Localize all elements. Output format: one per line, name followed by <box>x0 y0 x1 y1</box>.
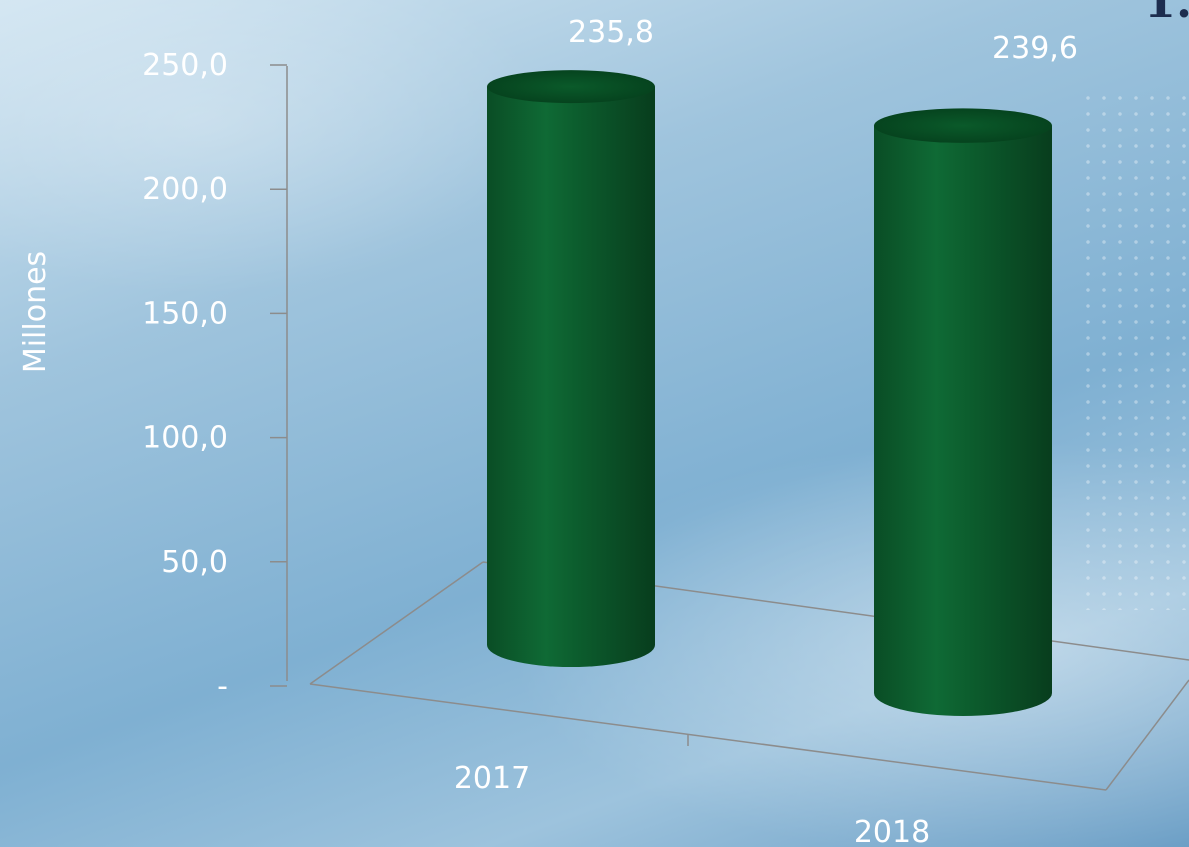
y-axis-ticks: - 50,0 100,0 150,0 200,0 250,0 <box>142 48 287 704</box>
slide-title-fragment: 1. <box>1144 0 1189 28</box>
x-tick-label: 2017 <box>454 761 530 796</box>
bar-cylinder-top <box>874 108 1052 143</box>
floor-front-edge <box>309 683 1107 791</box>
bar-series: 235,8 2017 239,6 2018 <box>454 15 1078 847</box>
floor-left-edge <box>309 561 484 685</box>
bar-2018 <box>874 108 1052 716</box>
floor-right-edge <box>1105 679 1189 791</box>
bar-cylinder-top <box>487 70 655 104</box>
y-tick-label: 200,0 <box>142 172 228 207</box>
bar-cylinder-body <box>487 86 655 667</box>
y-tick-label: - <box>217 669 228 704</box>
chart-axes <box>286 66 1189 791</box>
data-label: 239,6 <box>992 31 1078 66</box>
y-tick-label: 150,0 <box>142 296 228 331</box>
y-tick-label: 250,0 <box>142 48 228 83</box>
background-dot-pattern <box>1080 90 1189 610</box>
bar-cylinder-body <box>874 125 1052 716</box>
bar-2017 <box>487 70 655 667</box>
data-label: 235,8 <box>568 15 654 50</box>
x-tick-label: 2018 <box>854 815 930 847</box>
y-tick-label: 50,0 <box>161 545 228 580</box>
y-tick-label: 100,0 <box>142 421 228 456</box>
y-axis-title: Millones <box>18 251 53 373</box>
